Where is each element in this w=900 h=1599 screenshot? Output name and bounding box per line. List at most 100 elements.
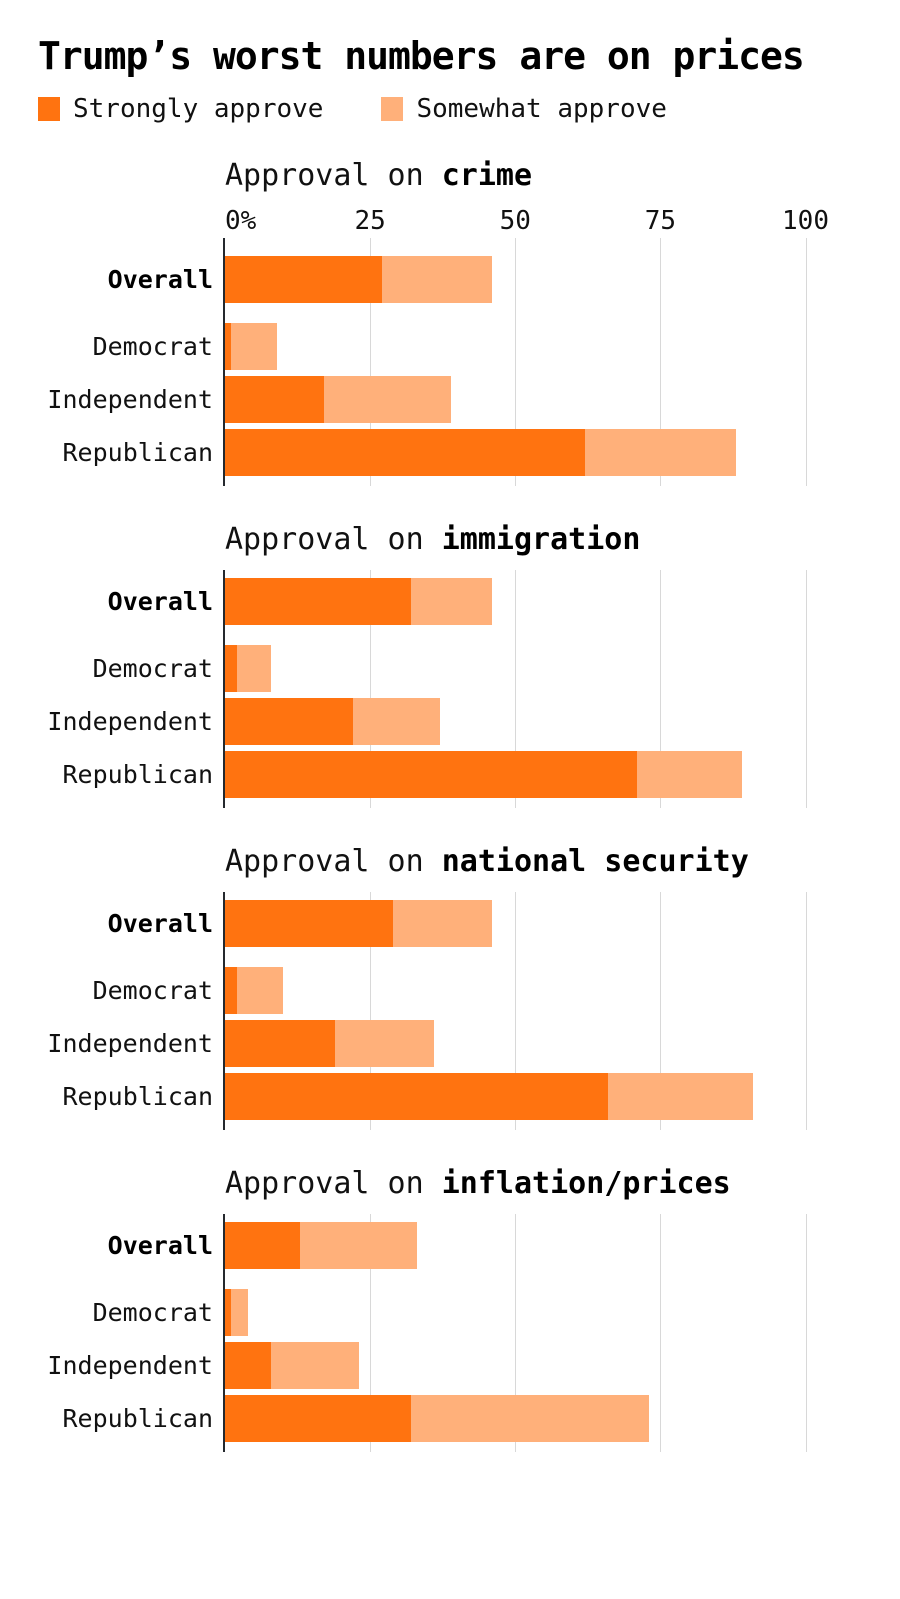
row-label-republican: Republican	[62, 438, 213, 467]
bar-segment-strongly-approve	[225, 578, 411, 625]
bar-segment-strongly-approve	[225, 698, 353, 745]
bar-row-overall: Overall	[0, 578, 900, 625]
chart-title-topic: immigration	[441, 522, 641, 557]
chart-title-prefix: Approval on	[225, 1166, 442, 1201]
bar-segment-strongly-approve	[225, 900, 394, 947]
gridline-50	[515, 570, 517, 808]
legend-item-somewhat-approve: Somewhat approve	[381, 94, 667, 124]
chart-title-inflation-prices: Approval on inflation/prices	[225, 1166, 900, 1202]
page-title: Trump’s worst numbers are on prices	[38, 34, 805, 78]
x-axis-tick-100: 100	[782, 206, 829, 236]
y-axis-baseline	[223, 570, 225, 808]
chart-title-topic: national security	[441, 844, 749, 879]
legend-label-strongly: Strongly approve	[73, 94, 324, 124]
bar-track-democrat	[225, 645, 272, 692]
bar-row-independent: Independent	[0, 1342, 900, 1389]
x-axis-tick-0pct: 0%	[225, 206, 257, 236]
chart-national-security: Approval on national security Overall Dem…	[0, 844, 900, 1130]
plot-area-national-security: Overall Democrat Independent Republican	[0, 892, 900, 1130]
x-axis-tick-labels: 0% 25 50 75 100	[0, 206, 900, 240]
gridline-100	[805, 1214, 807, 1452]
bar-segment-somewhat-approve	[230, 1289, 249, 1336]
bar-row-independent: Independent	[0, 698, 900, 745]
chart-inflation-prices: Approval on inflation/prices Overall Demo…	[0, 1166, 900, 1452]
bar-track-overall	[225, 256, 493, 303]
gridline-25	[370, 1214, 372, 1452]
chart-crime: Approval on crime 0% 25 50 75 100 Overall Dem…	[0, 158, 900, 486]
row-label-overall: Overall	[107, 909, 213, 938]
bar-segment-strongly-approve	[225, 1289, 231, 1336]
bar-row-democrat: Democrat	[0, 1289, 900, 1336]
bar-track-republican	[225, 1073, 754, 1120]
bar-row-democrat: Democrat	[0, 967, 900, 1014]
row-label-independent: Independent	[47, 385, 213, 414]
bar-segment-somewhat-approve	[381, 256, 493, 303]
bar-segment-strongly-approve	[225, 645, 237, 692]
bar-row-republican: Republican	[0, 1395, 900, 1442]
chart-title-prefix: Approval on	[225, 522, 442, 557]
plot-area-immigration: Overall Democrat Independent Republican	[0, 570, 900, 808]
row-label-republican: Republican	[62, 1082, 213, 1111]
bar-row-independent: Independent	[0, 1020, 900, 1067]
chart-title-topic: crime	[441, 158, 533, 193]
bar-track-independent	[225, 376, 452, 423]
y-axis-baseline	[223, 238, 225, 486]
chart-title-prefix: Approval on	[225, 158, 442, 193]
bar-segment-strongly-approve	[225, 1395, 411, 1442]
strongly-approve-swatch-icon	[38, 97, 60, 121]
bar-row-democrat: Democrat	[0, 323, 900, 370]
chart-immigration: Approval on immigration Overall Democrat I…	[0, 522, 900, 808]
bar-segment-strongly-approve	[225, 1073, 609, 1120]
bar-row-overall: Overall	[0, 256, 900, 303]
bar-segment-somewhat-approve	[608, 1073, 754, 1120]
row-label-democrat: Democrat	[92, 976, 213, 1005]
bar-row-overall: Overall	[0, 1222, 900, 1269]
bar-segment-somewhat-approve	[300, 1222, 417, 1269]
gridline-50	[515, 892, 517, 1130]
gridline-75	[660, 238, 662, 486]
x-axis-tick-25: 25	[354, 206, 386, 236]
somewhat-approve-swatch-icon	[381, 97, 404, 121]
bar-segment-somewhat-approve	[230, 323, 278, 370]
chart-title-national-security: Approval on national security	[225, 844, 900, 880]
gridline-100	[805, 570, 807, 808]
bar-row-independent: Independent	[0, 376, 900, 423]
gridline-50	[515, 238, 517, 486]
gridline-25	[370, 892, 372, 1130]
bar-track-independent	[225, 1342, 359, 1389]
bar-segment-strongly-approve	[225, 323, 231, 370]
y-axis-baseline	[223, 1214, 225, 1452]
bar-segment-strongly-approve	[225, 751, 638, 798]
row-label-democrat: Democrat	[92, 332, 213, 361]
bar-segment-strongly-approve	[225, 1222, 301, 1269]
row-label-democrat: Democrat	[92, 654, 213, 683]
bar-row-democrat: Democrat	[0, 645, 900, 692]
gridline-75	[660, 1214, 662, 1452]
x-axis-tick-50: 50	[499, 206, 531, 236]
bar-row-overall: Overall	[0, 900, 900, 947]
bar-segment-somewhat-approve	[335, 1020, 434, 1067]
bar-segment-strongly-approve	[225, 376, 324, 423]
bar-segment-somewhat-approve	[323, 376, 452, 423]
gridline-75	[660, 892, 662, 1130]
gridline-25	[370, 238, 372, 486]
row-label-democrat: Democrat	[92, 1298, 213, 1327]
y-axis-baseline	[223, 892, 225, 1130]
bar-track-republican	[225, 751, 742, 798]
row-label-independent: Independent	[47, 707, 213, 736]
x-axis-tick-75: 75	[644, 206, 677, 236]
bar-track-independent	[225, 1020, 434, 1067]
row-label-independent: Independent	[47, 1351, 213, 1380]
bar-track-democrat	[225, 1289, 249, 1336]
bar-segment-somewhat-approve	[271, 1342, 359, 1389]
bar-segment-somewhat-approve	[584, 429, 736, 476]
row-label-republican: Republican	[62, 760, 213, 789]
bar-segment-strongly-approve	[225, 967, 237, 1014]
row-label-independent: Independent	[47, 1029, 213, 1058]
chart-title-prefix: Approval on	[225, 844, 442, 879]
plot-area-inflation-prices: Overall Democrat Independent Republican	[0, 1214, 900, 1452]
bar-row-republican: Republican	[0, 751, 900, 798]
bar-segment-strongly-approve	[225, 1020, 336, 1067]
bar-segment-strongly-approve	[225, 256, 382, 303]
